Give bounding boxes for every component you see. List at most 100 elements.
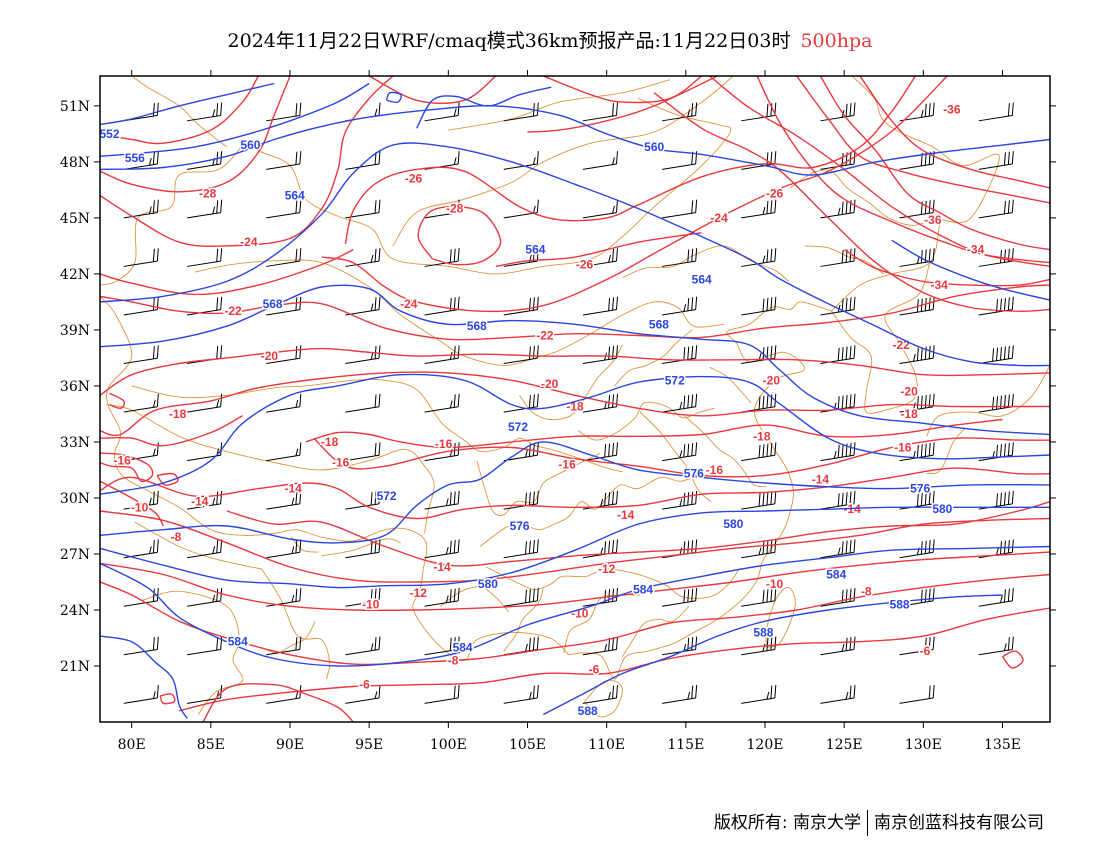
border-line [131, 378, 623, 473]
height-contour [100, 635, 188, 719]
wind-barb [899, 345, 935, 365]
wind-barb [978, 199, 1014, 219]
wind-barb [266, 442, 302, 462]
height-label: 568 [649, 317, 669, 331]
border-line [479, 473, 702, 547]
temperature-label: -6 [920, 644, 931, 658]
lat-tick-label: 27N [60, 547, 90, 563]
wind-barb [187, 393, 223, 413]
border-line [321, 538, 401, 557]
temperature-contour [313, 437, 1050, 478]
temperature-label: -12 [410, 586, 428, 600]
border-line [261, 620, 316, 654]
border-line [709, 366, 752, 403]
temperature-label: -26 [766, 187, 784, 201]
height-label: 584 [826, 568, 846, 582]
temperature-contour [368, 76, 497, 104]
border-line [503, 587, 544, 652]
wind-barb [345, 587, 381, 607]
temperature-label: -24 [240, 235, 258, 249]
temperature-contour [756, 76, 1050, 264]
temperature-contour [843, 248, 1050, 287]
height-contour [385, 91, 402, 104]
wind-barb [820, 490, 856, 510]
temperature-contour [653, 92, 1050, 312]
temperature-contour [1001, 650, 1024, 669]
temperature-label: -16 [706, 463, 724, 477]
height-contour [416, 86, 552, 129]
lon-tick-label: 130E [905, 737, 942, 753]
wind-barb [187, 490, 223, 510]
temperature-contour [226, 501, 1050, 567]
temperature-label: -8 [861, 584, 872, 598]
temperature-contour [109, 392, 126, 410]
footer-credit: 版权所有: 南京大学 南京创蓝科技有限公司 [714, 808, 1044, 836]
wind-barb [582, 345, 618, 365]
coastline-border-layer [100, 76, 1050, 718]
wind-barb [123, 345, 159, 365]
wind-barb [820, 345, 856, 365]
border-line [141, 590, 244, 715]
height-label: 564 [285, 188, 305, 202]
temperature-label: -22 [892, 338, 910, 352]
temperature-label: -18 [900, 407, 918, 421]
lon-tick-label: 90E [276, 737, 304, 753]
wind-barb [741, 199, 777, 219]
wind-barb [820, 442, 856, 462]
wind-barb [978, 151, 1014, 170]
temperature-contour [527, 76, 718, 133]
wind-barb [741, 587, 777, 607]
wind-barb [662, 199, 698, 219]
pressure-level: 500hpa [800, 30, 873, 52]
temperature-label: -10 [766, 577, 784, 591]
border-line [926, 365, 1050, 437]
temperature-label: -14 [433, 560, 451, 574]
height-contour [100, 441, 1050, 544]
temperature-label: -14 [617, 508, 635, 522]
temperature-contour [543, 76, 703, 104]
wind-barb [424, 587, 460, 607]
height-contour [100, 545, 1050, 667]
temperature-contour [100, 284, 1050, 341]
wind-barb [345, 685, 381, 704]
border-line [131, 76, 227, 148]
height-contour [100, 82, 370, 157]
height-label: 580 [932, 502, 952, 516]
height-label: 576 [910, 482, 930, 496]
wind-barb [187, 248, 223, 267]
height-label: 564 [525, 243, 545, 257]
wind-barb [582, 151, 618, 170]
wind-barb [424, 636, 460, 656]
wind-barb [266, 151, 302, 170]
temperature-label: -12 [598, 562, 616, 576]
wind-barb [187, 296, 223, 316]
wind-barb [424, 345, 460, 365]
lon-tick-label: 80E [118, 737, 146, 753]
temperature-contour [100, 76, 259, 145]
height-label: 556 [125, 151, 145, 165]
temperature-contour [321, 76, 948, 313]
wind-barb [266, 490, 302, 510]
lat-tick-label: 21N [60, 659, 90, 675]
wind-barb [662, 296, 698, 316]
wind-barb [424, 393, 460, 413]
temperature-contour [495, 232, 702, 268]
temperature-label: -18 [169, 407, 187, 421]
temperature-label: -24 [710, 211, 728, 225]
wind-barb [899, 539, 935, 559]
temperature-label: -36 [924, 213, 942, 227]
wind-barb [187, 587, 223, 607]
wind-barb [820, 685, 856, 704]
wind-barb [899, 442, 935, 462]
lon-tick-label: 95E [355, 737, 383, 753]
temperature-contour [100, 371, 1050, 437]
temperature-contour [202, 683, 354, 722]
height-label: 564 [692, 273, 712, 287]
wind-barb [662, 393, 698, 413]
wind-barb [899, 636, 935, 656]
wind-barb [978, 587, 1014, 607]
title-text: 2024年11月22日WRF/cmaq模式36km预报产品:11月22日03时 [227, 30, 791, 52]
wind-barb [266, 393, 302, 413]
wind-barb [503, 587, 539, 607]
wind-barb [503, 539, 539, 559]
